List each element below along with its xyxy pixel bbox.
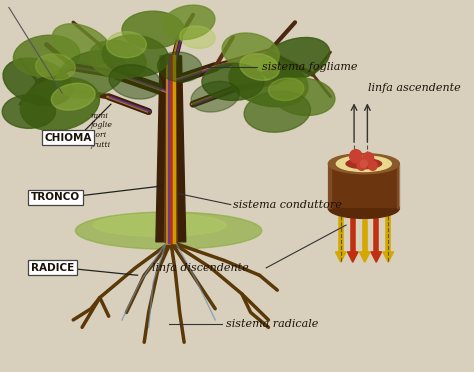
Text: linfa discendente: linfa discendente <box>152 263 248 273</box>
Ellipse shape <box>346 159 382 169</box>
Ellipse shape <box>328 154 399 174</box>
Ellipse shape <box>240 54 279 80</box>
Ellipse shape <box>51 83 95 110</box>
Ellipse shape <box>122 11 184 48</box>
Ellipse shape <box>222 33 279 71</box>
Circle shape <box>363 153 374 164</box>
Circle shape <box>357 161 366 170</box>
Polygon shape <box>336 252 346 262</box>
Text: TRONCO: TRONCO <box>31 192 80 202</box>
Polygon shape <box>164 56 177 242</box>
Ellipse shape <box>273 78 335 115</box>
Polygon shape <box>156 56 186 242</box>
Ellipse shape <box>56 51 126 98</box>
Circle shape <box>368 161 377 170</box>
FancyBboxPatch shape <box>328 164 399 208</box>
Text: linfa ascendente: linfa ascendente <box>368 83 461 93</box>
Text: sistema fogliame: sistema fogliame <box>262 62 357 72</box>
Ellipse shape <box>268 78 304 100</box>
Text: RADICE: RADICE <box>31 263 74 273</box>
Ellipse shape <box>52 24 112 65</box>
Ellipse shape <box>162 5 215 39</box>
Circle shape <box>360 160 367 167</box>
Ellipse shape <box>20 77 100 131</box>
Ellipse shape <box>107 32 146 58</box>
Ellipse shape <box>3 58 73 106</box>
Polygon shape <box>371 252 382 262</box>
Text: sistema radicale: sistema radicale <box>226 319 319 328</box>
Ellipse shape <box>13 35 80 76</box>
Ellipse shape <box>109 65 162 99</box>
Ellipse shape <box>244 91 310 132</box>
Text: rami
foglie
fiori
frutti: rami foglie fiori frutti <box>91 112 113 149</box>
Ellipse shape <box>328 198 399 218</box>
Ellipse shape <box>2 95 55 128</box>
Ellipse shape <box>337 156 392 171</box>
Ellipse shape <box>36 54 75 80</box>
Text: sistema conduttore: sistema conduttore <box>233 200 342 209</box>
Polygon shape <box>383 252 393 262</box>
Ellipse shape <box>157 52 202 82</box>
Ellipse shape <box>75 212 262 249</box>
Ellipse shape <box>180 26 215 48</box>
Circle shape <box>350 150 362 163</box>
Polygon shape <box>347 252 358 262</box>
Ellipse shape <box>191 81 239 112</box>
Ellipse shape <box>260 38 330 81</box>
Polygon shape <box>359 252 370 262</box>
Ellipse shape <box>202 63 264 100</box>
Ellipse shape <box>229 57 308 107</box>
Ellipse shape <box>102 35 169 76</box>
Ellipse shape <box>93 214 226 236</box>
Text: CHIOMA: CHIOMA <box>45 133 92 142</box>
Ellipse shape <box>89 41 146 78</box>
